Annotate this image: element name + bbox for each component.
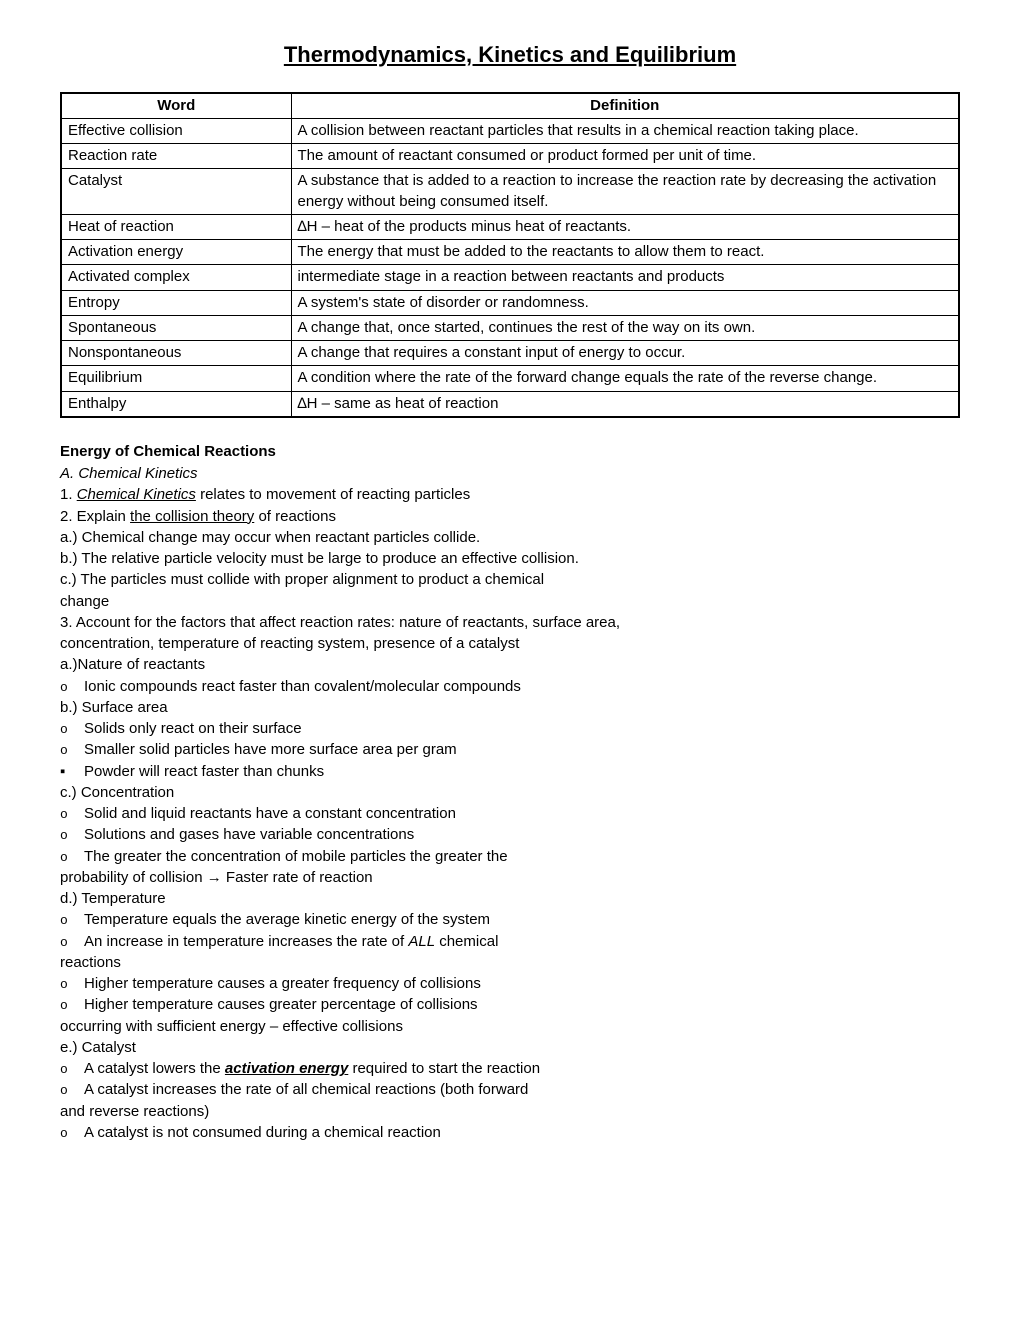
outline-a3d-o1: Temperature equals the average kinetic e…: [60, 910, 960, 930]
table-row: Enthalpy∆H – same as heat of reaction: [61, 391, 959, 417]
definition-cell: ∆H – heat of the products minus heat of …: [291, 214, 959, 239]
table-row: Heat of reaction∆H – heat of the product…: [61, 214, 959, 239]
a1-underline: Chemical Kinetics: [77, 486, 196, 503]
definition-cell: A substance that is added to a reaction …: [291, 169, 959, 215]
outline-a3d-o4-cont: occurring with sufficient energy – effec…: [60, 1017, 960, 1037]
definition-cell: A system's state of disorder or randomne…: [291, 290, 959, 315]
word-cell: Entropy: [61, 290, 291, 315]
table-row: CatalystA substance that is added to a r…: [61, 169, 959, 215]
outline-a3c-o1: Solid and liquid reactants have a consta…: [60, 804, 960, 824]
vocab-table: Word Definition Effective collisionA col…: [60, 92, 960, 418]
outline-a3d-o2-cont: reactions: [60, 953, 960, 973]
bullet-text: Powder will react faster than chunks: [84, 763, 324, 780]
outline-a3: 3. Account for the factors that affect r…: [60, 613, 960, 633]
outline-a3d-o2: An increase in temperature increases the…: [60, 932, 960, 952]
outline-a2b: b.) The relative particle velocity must …: [60, 549, 960, 569]
outline-a2c-cont: change: [60, 592, 960, 612]
bullet-text-c: chemical: [435, 933, 498, 950]
bullet-text: Higher temperature causes greater percen…: [84, 996, 478, 1013]
bullet-text-a: An increase in temperature increases the…: [84, 933, 408, 950]
definition-cell: The amount of reactant consumed or produ…: [291, 144, 959, 169]
outline-a3d-o4: Higher temperature causes greater percen…: [60, 995, 960, 1015]
page-title: Thermodynamics, Kinetics and Equilibrium: [60, 40, 960, 70]
outline-a3b-o1: Solids only react on their surface: [60, 719, 960, 739]
bullet-text: A catalyst is not consumed during a chem…: [84, 1124, 441, 1141]
bullet-text: Ionic compounds react faster than covale…: [84, 678, 521, 695]
outline-a3b: b.) Surface area: [60, 698, 960, 718]
bullet-text: Solid and liquid reactants have a consta…: [84, 805, 456, 822]
bullet-text: A catalyst increases the rate of all che…: [84, 1081, 528, 1098]
outline-a3c: c.) Concentration: [60, 783, 960, 803]
definition-cell: A condition where the rate of the forwar…: [291, 366, 959, 391]
bullet-text: Smaller solid particles have more surfac…: [84, 741, 457, 758]
definition-cell: A collision between reactant particles t…: [291, 118, 959, 143]
a2-underline: the collision theory: [130, 508, 254, 525]
table-row: SpontaneousA change that, once started, …: [61, 315, 959, 340]
a2-prefix: 2. Explain: [60, 508, 130, 525]
word-cell: Effective collision: [61, 118, 291, 143]
word-cell: Spontaneous: [61, 315, 291, 340]
outline-a3-cont: concentration, temperature of reacting s…: [60, 634, 960, 654]
outline-a3c-o3-cont: probability of collision → Faster rate o…: [60, 868, 960, 888]
table-row: Effective collisionA collision between r…: [61, 118, 959, 143]
word-cell: Activated complex: [61, 265, 291, 290]
word-cell: Reaction rate: [61, 144, 291, 169]
bullet-text: The greater the concentration of mobile …: [84, 848, 508, 865]
bullet-text: Solutions and gases have variable concen…: [84, 826, 414, 843]
table-row: EntropyA system's state of disorder or r…: [61, 290, 959, 315]
col-header-word: Word: [61, 93, 291, 119]
outline-a3e-o3: A catalyst is not consumed during a chem…: [60, 1123, 960, 1143]
outline-a3c-o2: Solutions and gases have variable concen…: [60, 825, 960, 845]
outline-a3a-o1: Ionic compounds react faster than covale…: [60, 677, 960, 697]
outline-a2: 2. Explain the collision theory of react…: [60, 507, 960, 527]
outline-a3e-o1: A catalyst lowers the activation energy …: [60, 1059, 960, 1079]
table-row: Reaction rateThe amount of reactant cons…: [61, 144, 959, 169]
col-header-definition: Definition: [291, 93, 959, 119]
outline-a1: 1. Chemical Kinetics relates to movement…: [60, 485, 960, 505]
table-row: Activation energyThe energy that must be…: [61, 240, 959, 265]
outline-a: A. Chemical Kinetics: [60, 464, 960, 484]
a1-rest: relates to movement of reacting particle…: [196, 486, 470, 503]
word-cell: Activation energy: [61, 240, 291, 265]
outline-a3e-o2-cont: and reverse reactions): [60, 1102, 960, 1122]
bullet-text-b: activation energy: [225, 1060, 348, 1077]
word-cell: Equilibrium: [61, 366, 291, 391]
a2-rest: of reactions: [254, 508, 336, 525]
table-header-row: Word Definition: [61, 93, 959, 119]
definition-cell: intermediate stage in a reaction between…: [291, 265, 959, 290]
definition-cell: ∆H – same as heat of reaction: [291, 391, 959, 417]
table-row: NonspontaneousA change that requires a c…: [61, 341, 959, 366]
outline-a3b-o2: Smaller solid particles have more surfac…: [60, 740, 960, 760]
outline-a3e-o2: A catalyst increases the rate of all che…: [60, 1080, 960, 1100]
outline-a3d: d.) Temperature: [60, 889, 960, 909]
outline-a3d-o3: Higher temperature causes a greater freq…: [60, 974, 960, 994]
word-cell: Catalyst: [61, 169, 291, 215]
definition-cell: A change that requires a constant input …: [291, 341, 959, 366]
bullet-text-c: required to start the reaction: [348, 1060, 540, 1077]
definition-cell: A change that, once started, continues t…: [291, 315, 959, 340]
definition-cell: The energy that must be added to the rea…: [291, 240, 959, 265]
table-row: EquilibriumA condition where the rate of…: [61, 366, 959, 391]
outline-a3c-o3: The greater the concentration of mobile …: [60, 847, 960, 867]
outline-a2a: a.) Chemical change may occur when react…: [60, 528, 960, 548]
bullet-text-b: ALL: [408, 933, 435, 950]
word-cell: Heat of reaction: [61, 214, 291, 239]
outline-a3b-sq1: Powder will react faster than chunks: [60, 762, 960, 782]
word-cell: Enthalpy: [61, 391, 291, 417]
bullet-text: Solids only react on their surface: [84, 720, 302, 737]
bullet-text: Higher temperature causes a greater freq…: [84, 975, 481, 992]
bullet-text-a: A catalyst lowers the: [84, 1060, 225, 1077]
bullet-text: Temperature equals the average kinetic e…: [84, 911, 490, 928]
word-cell: Nonspontaneous: [61, 341, 291, 366]
section-heading: Energy of Chemical Reactions: [60, 442, 960, 462]
a1-prefix: 1.: [60, 486, 77, 503]
outline-a3a: a.)Nature of reactants: [60, 655, 960, 675]
outline-a2c: c.) The particles must collide with prop…: [60, 570, 960, 590]
outline-a3e: e.) Catalyst: [60, 1038, 960, 1058]
table-row: Activated complexintermediate stage in a…: [61, 265, 959, 290]
